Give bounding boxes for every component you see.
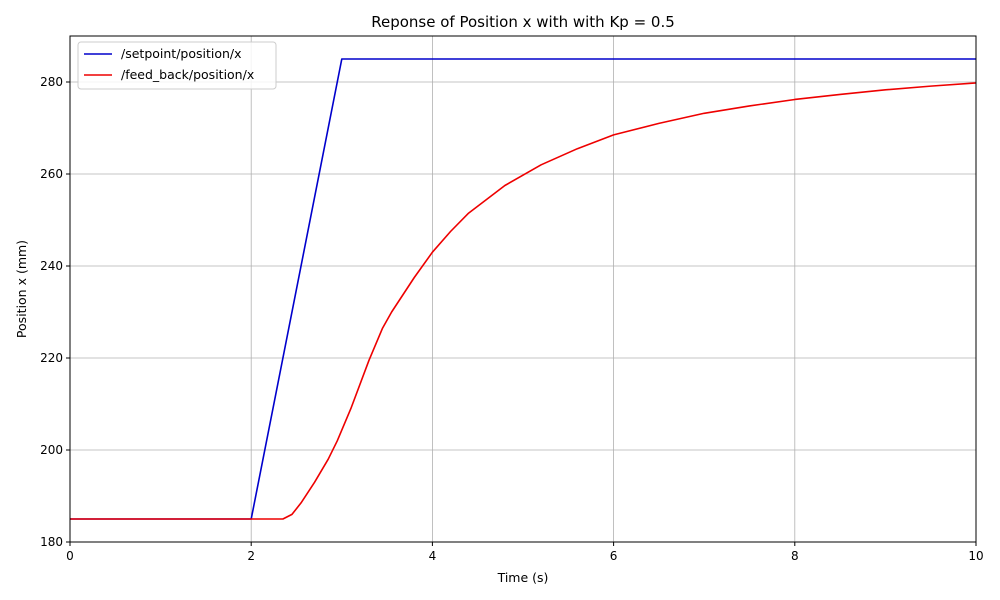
y-tick-label-5: 280: [40, 75, 63, 89]
x-tick-label-2: 4: [429, 549, 437, 563]
x-axis-label: Time (s): [497, 570, 549, 585]
plot-frame: [69, 35, 977, 543]
x-tick-label-3: 6: [610, 549, 618, 563]
y-axis-ticks: 180 200 220 240 260 280: [40, 75, 70, 549]
y-axis-label: Position x (mm): [14, 240, 29, 338]
series-layer: [70, 58, 977, 520]
legend: /setpoint/position/x/feed_back/position/…: [77, 41, 277, 90]
axes-frame: [69, 35, 977, 543]
x-axis-ticks: 0 2 4 6 8 10: [66, 542, 984, 563]
x-tick-label-1: 2: [247, 549, 255, 563]
y-tick-label-0: 180: [40, 535, 63, 549]
x-tick-label-0: 0: [66, 549, 74, 563]
y-tick-label-1: 200: [40, 443, 63, 457]
legend-label-1: /feed_back/position/x: [121, 67, 254, 82]
series-line-1: [70, 82, 977, 520]
legend-label-0: /setpoint/position/x: [121, 46, 242, 61]
y-tick-label-4: 260: [40, 167, 63, 181]
legend-box: [77, 41, 277, 90]
x-tick-label-4: 8: [791, 549, 799, 563]
chart-title: Reponse of Position x with with Kp = 0.5: [371, 13, 675, 31]
x-tick-label-5: 10: [968, 549, 983, 563]
y-tick-label-3: 240: [40, 259, 63, 273]
y-tick-label-2: 220: [40, 351, 63, 365]
